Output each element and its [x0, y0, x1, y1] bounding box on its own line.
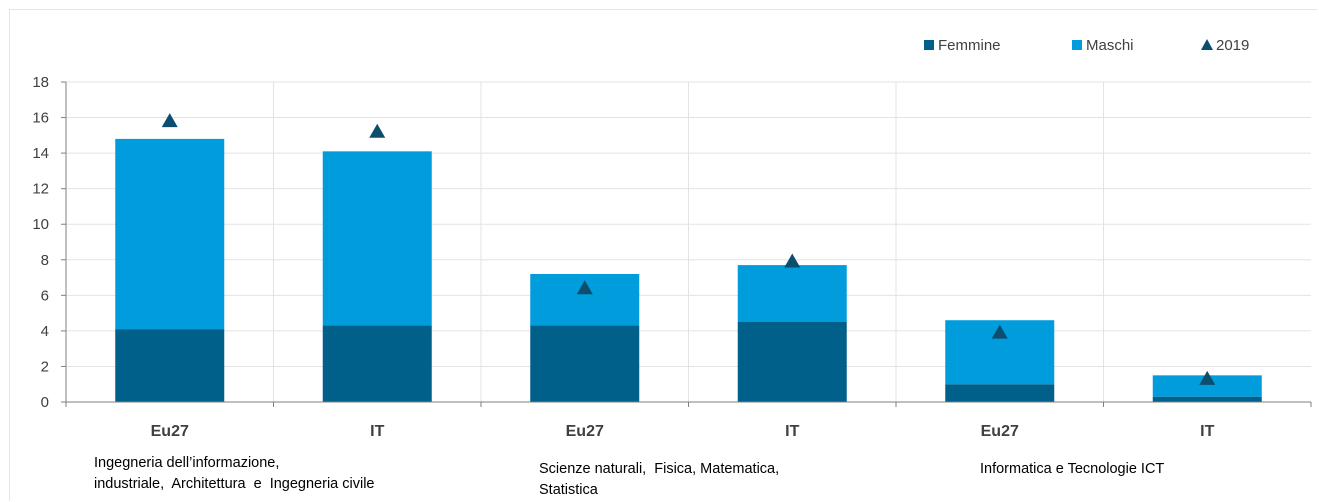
- y-tick-label: 2: [41, 358, 49, 375]
- bar-femmine: [737, 322, 847, 402]
- group-label: Informatica e Tecnologie ICT: [980, 461, 1164, 477]
- markers-2019: [161, 113, 1216, 385]
- bar-maschi: [115, 138, 225, 330]
- marker-2019: [576, 280, 593, 295]
- category-label: Eu27: [566, 423, 604, 440]
- marker-2019: [1199, 370, 1216, 385]
- chart-frame: [9, 9, 1317, 501]
- gridlines: [66, 81, 1311, 402]
- category-label: Eu27: [981, 423, 1019, 440]
- y-tick-label: 18: [32, 74, 49, 91]
- bar-femmine: [115, 329, 225, 402]
- bars: [115, 138, 1262, 402]
- category-label: IT: [1200, 423, 1214, 440]
- y-tick-label: 12: [32, 181, 49, 198]
- category-label: IT: [785, 423, 799, 440]
- bar-maschi: [322, 151, 432, 326]
- y-tick-label: 0: [41, 394, 49, 411]
- y-tick-label: 10: [32, 216, 49, 233]
- y-tick-label: 6: [41, 287, 49, 304]
- group-label: industriale, Architettura e Ingegneria c…: [94, 476, 374, 492]
- legend-swatch-maschi: [1072, 40, 1082, 50]
- axis-labels: 0 2 4 6 8 10 12 14 16 18 Eu27 IT Eu27 IT Eu27 IT Ingegne…: [32, 74, 1214, 498]
- bar-femmine: [322, 325, 432, 402]
- bar-maschi: [1152, 375, 1262, 397]
- legend-label: Maschi: [1086, 37, 1134, 54]
- bar-femmine: [530, 325, 640, 402]
- y-tick-label: 16: [32, 110, 49, 127]
- legend-swatch-femmine: [924, 40, 934, 50]
- axes: [61, 81, 1312, 407]
- group-label: Ingegneria dell’informazione,: [94, 455, 279, 471]
- legend-label: 2019: [1216, 37, 1249, 54]
- y-tick-label: 4: [41, 323, 49, 340]
- marker-2019: [784, 253, 801, 268]
- bar-maschi: [737, 265, 847, 322]
- bar-femmine: [1152, 396, 1262, 402]
- y-tick-label: 14: [32, 145, 49, 162]
- category-label: Eu27: [151, 423, 189, 440]
- group-label: Scienze naturali, Fisica, Matematica,: [539, 461, 779, 477]
- marker-2019: [991, 324, 1008, 339]
- y-tick-label: 8: [41, 252, 49, 269]
- legend: Femmine Maschi 2019: [924, 37, 1249, 54]
- category-label: IT: [370, 423, 384, 440]
- group-label: Statistica: [539, 482, 599, 498]
- legend-swatch-2019: [1201, 39, 1213, 50]
- marker-2019: [161, 113, 178, 128]
- marker-2019: [369, 123, 386, 138]
- legend-label: Femmine: [938, 37, 1001, 54]
- bar-femmine: [945, 384, 1055, 402]
